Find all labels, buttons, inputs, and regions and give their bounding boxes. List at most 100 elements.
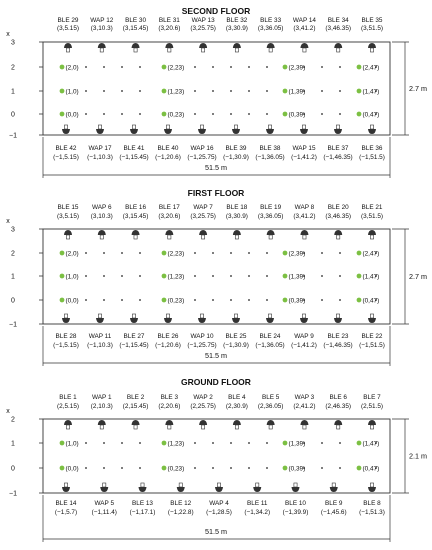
sensor-mount — [268, 124, 272, 130]
grid-dot — [194, 467, 196, 469]
grid-dot — [339, 113, 341, 115]
grid-dot — [103, 90, 105, 92]
grid-dot — [321, 299, 323, 301]
sensor-name: BLE 11 — [247, 500, 268, 507]
y-tick-label: 0 — [11, 466, 15, 473]
axis-label: x — [6, 408, 10, 415]
sensor-mount — [98, 124, 102, 130]
sensor-coord: (3,51.5) — [361, 25, 383, 32]
sensor-name: BLE 29 — [58, 17, 79, 24]
grid-dot — [85, 442, 87, 444]
sensor-mount — [234, 124, 238, 130]
sensor-icon — [176, 482, 185, 492]
sensor-name: BLE 33 — [260, 17, 281, 24]
sensor-body — [165, 420, 174, 425]
grid-dot — [139, 252, 141, 254]
sensor-mount — [132, 124, 136, 130]
axis-label: x — [6, 31, 10, 38]
sensor-icon — [266, 230, 275, 240]
sensor-body — [96, 129, 104, 134]
grid-dot — [321, 467, 323, 469]
reference-point-label: (0,47) — [363, 111, 380, 118]
sensor-mount — [167, 234, 172, 240]
y-tick-label: 3 — [11, 227, 15, 234]
sensor-coord: (−1,34.2) — [244, 509, 270, 516]
sensor-icon — [97, 230, 106, 240]
grid-dot — [321, 66, 323, 68]
y-tick-label: 0 — [11, 298, 15, 305]
sensor-body — [130, 318, 138, 323]
sensor-icon — [164, 313, 172, 323]
sensor-coord: (−1,51.5) — [359, 154, 385, 161]
sensor-body — [96, 318, 104, 323]
sensor-mount — [268, 234, 273, 240]
grid-dot — [321, 252, 323, 254]
reference-point-label: (2,47) — [363, 250, 380, 257]
sensor-icon — [291, 482, 300, 492]
sensor-icon — [368, 43, 376, 53]
sensor-name: BLE 38 — [260, 145, 281, 152]
sensor-name: BLE 22 — [362, 333, 383, 340]
sensor-body — [368, 487, 376, 492]
sensor-icon — [368, 124, 376, 134]
sensor-icon — [368, 420, 376, 430]
grid-dot — [85, 252, 87, 254]
sensor-coord: (−1,20.6) — [155, 154, 181, 161]
grid-dot — [121, 275, 123, 277]
y-tick-label: 0 — [11, 112, 15, 119]
sensor-icon — [215, 482, 223, 492]
sensor-body — [62, 487, 70, 492]
y-tick-label: 2 — [11, 251, 15, 258]
sensor-icon — [96, 124, 104, 134]
sensor-body — [334, 43, 343, 48]
reference-point-marker — [59, 297, 65, 303]
grid-dot — [248, 252, 250, 254]
sensor-coord: (−1,36.05) — [255, 154, 284, 161]
grid-dot — [85, 66, 87, 68]
sensor-coord: (−1,17.1) — [130, 509, 156, 516]
sensor-name: BLE 10 — [285, 500, 306, 507]
height-dimension-label: 2.1 m — [409, 452, 427, 461]
sensor-name: BLE 18 — [226, 204, 247, 211]
sensor-coord: (3,20.6) — [158, 25, 180, 32]
sensor-icon — [199, 43, 208, 53]
reference-point-label: (0,39) — [289, 465, 306, 472]
y-tick-label: 1 — [11, 89, 15, 96]
reference-point-label: (1,23) — [168, 440, 185, 447]
sensor-coord: (−1,51.5) — [359, 342, 385, 349]
grid-dot — [121, 66, 123, 68]
reference-point-label: (1,0) — [66, 88, 79, 95]
grid-dot — [375, 113, 377, 115]
sensor-icon — [130, 313, 138, 323]
sensor-coord: (−1,46.35) — [323, 154, 352, 161]
sensor-mount — [234, 234, 239, 240]
sensor-name: BLE 30 — [125, 17, 146, 24]
reference-point-marker — [161, 465, 167, 471]
sensor-body — [368, 230, 376, 235]
reference-point-label: (1,0) — [66, 273, 79, 280]
sensor-coord: (−1,39.9) — [283, 509, 309, 516]
sensor-name: BLE 20 — [328, 204, 349, 211]
sensor-coord: (2,36.05) — [258, 403, 284, 410]
reference-point-marker — [282, 250, 288, 256]
reference-point-marker — [59, 111, 65, 117]
sensor-mount — [370, 47, 374, 53]
sensor-mount — [331, 482, 336, 488]
sensor-mount — [99, 47, 104, 53]
grid-dot — [303, 442, 305, 444]
sensor-icon — [198, 313, 206, 323]
reference-point-marker — [161, 88, 167, 94]
sensor-icon — [96, 313, 104, 323]
sensor-icon — [199, 420, 208, 430]
sensor-name: WAP 14 — [293, 17, 317, 24]
reference-point-label: (2,0) — [66, 64, 79, 71]
y-tick-label: −1 — [9, 133, 17, 140]
grid-dot — [375, 299, 377, 301]
grid-dot — [194, 442, 196, 444]
reference-point-label: (0,23) — [168, 297, 185, 304]
sensor-body — [64, 43, 72, 48]
grid-dot — [103, 252, 105, 254]
sensor-coord: (−1,25.75) — [187, 154, 216, 161]
reference-point-marker — [59, 250, 65, 256]
sensor-name: BLE 17 — [159, 204, 180, 211]
